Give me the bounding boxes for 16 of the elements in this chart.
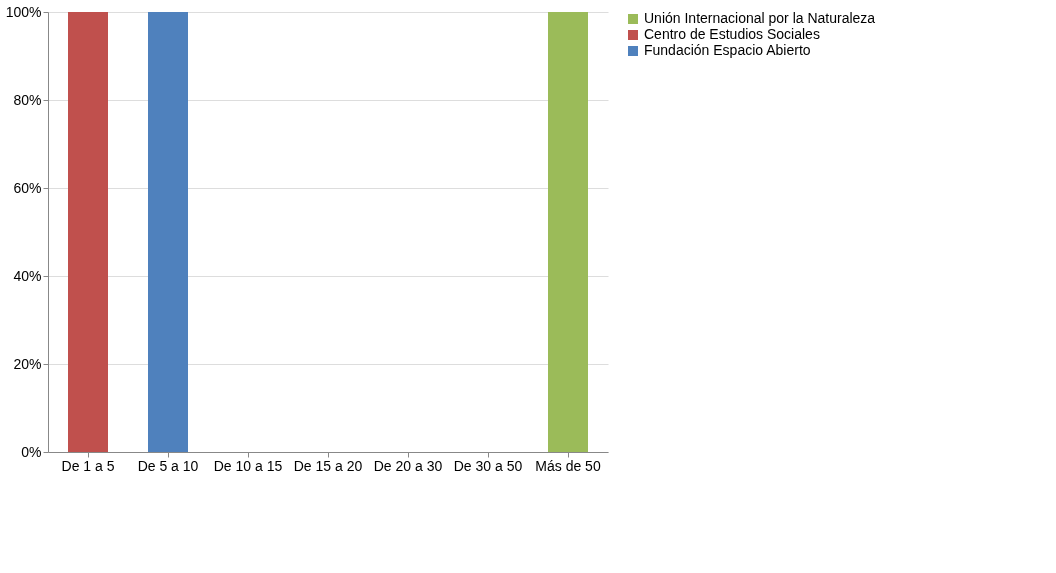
x-tick-label: De 10 a 15 (213, 457, 283, 474)
x-tick-label: De 5 a 10 (137, 457, 199, 474)
x-tick-label: De 30 a 50 (453, 457, 523, 474)
x-tick-label: De 20 a 30 (373, 457, 443, 474)
legend-label: Fundación Espacio Abierto (644, 42, 811, 58)
y-tick-label: 40% (13, 267, 42, 284)
legend-label: Unión Internacional por la Naturaleza (644, 10, 876, 26)
x-tick-label: De 1 a 5 (61, 457, 115, 474)
y-tick-label: 100% (5, 3, 42, 20)
x-tick-label: De 15 a 20 (293, 457, 363, 474)
legend-label: Centro de Estudios Sociales (644, 26, 820, 42)
y-tick-label: 60% (13, 179, 42, 196)
y-tick-label: 20% (13, 355, 42, 372)
y-tick-label: 80% (13, 91, 42, 108)
y-tick-label: 0% (21, 443, 42, 460)
x-tick-label: Más de 50 (535, 457, 601, 474)
